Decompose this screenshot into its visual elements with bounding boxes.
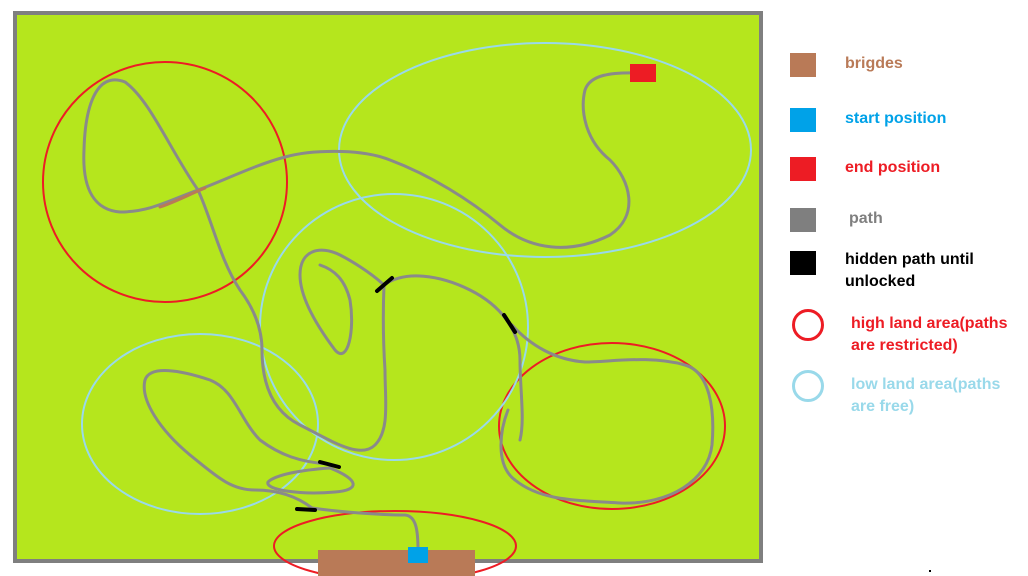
start-swatch — [790, 108, 816, 132]
bridge-south — [318, 550, 475, 576]
hidden-path-2 — [502, 313, 517, 334]
grass-texture — [0, 20, 775, 566]
legend-label: path — [849, 210, 883, 227]
legend-label: brigdes — [845, 55, 903, 72]
start-position-marker — [408, 547, 428, 563]
hidden-path-swatch — [790, 251, 816, 275]
path-swatch — [790, 208, 816, 232]
bridge-swatch — [790, 53, 816, 77]
hidden-path-1 — [375, 276, 394, 293]
hidden-path-4 — [295, 507, 317, 512]
high-land-area-south — [273, 510, 517, 576]
low-land-area-southwest — [81, 333, 319, 515]
path-southwest-loop — [142, 369, 330, 510]
low-land-ring-icon — [792, 370, 824, 402]
end-swatch — [790, 157, 816, 181]
bridge-segment — [158, 186, 207, 209]
legend-label: low land area(paths are free) — [851, 376, 1001, 415]
high-land-ring-icon — [792, 309, 824, 341]
path-south-oval — [266, 466, 355, 495]
legend-label: hidden path until unlocked — [845, 251, 974, 290]
high-land-area-northwest — [42, 61, 288, 303]
legend-label: high land area(paths are restricted) — [851, 315, 1008, 354]
path-center-small-loop — [298, 248, 386, 355]
stray-dot — [929, 570, 931, 572]
legend-label: start position — [845, 110, 947, 127]
path-east-connector — [499, 323, 715, 505]
path-center-descent — [196, 188, 388, 452]
hidden-path-3 — [318, 460, 341, 469]
path-northeast-meander — [283, 71, 642, 249]
end-position-marker — [630, 64, 656, 82]
path-to-start — [310, 506, 420, 552]
legend-label: end position — [845, 159, 941, 176]
high-land-area-east — [498, 342, 726, 510]
